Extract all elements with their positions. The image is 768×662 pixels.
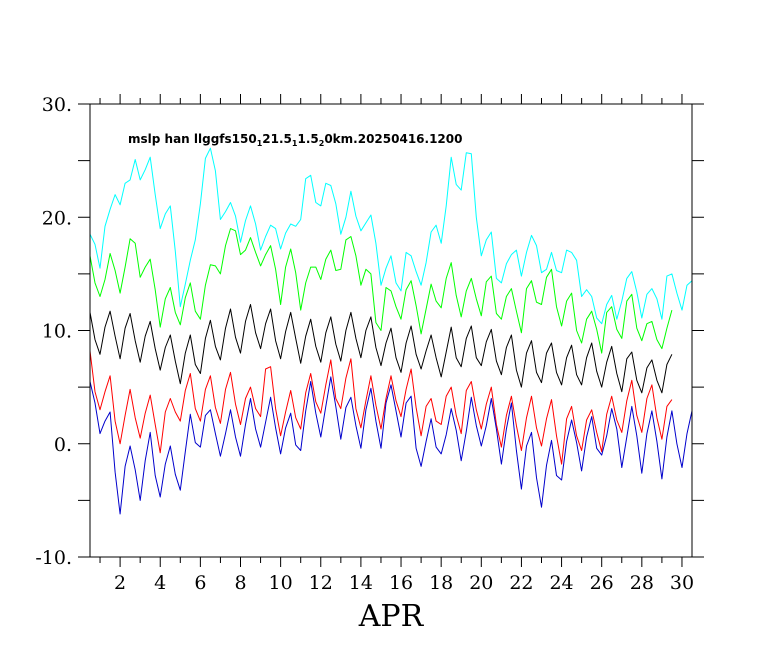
x-tick-label: 28 <box>630 572 654 594</box>
tick-layer: 2 4 6 8 10 12 14 16 18 20 22 24 26 28 30-10.0.10.20.30… <box>35 94 704 594</box>
y-tick-label: 30. <box>42 94 72 116</box>
x-axis-title: APR <box>358 599 425 634</box>
x-tick-label: 4 <box>154 572 166 594</box>
x-tick-label: 30 <box>670 572 694 594</box>
series-layer <box>89 147 693 515</box>
x-tick-label: 20 <box>469 572 493 594</box>
series-line-1 <box>89 147 693 325</box>
x-tick-label: 18 <box>429 572 453 594</box>
x-tick-label: 26 <box>590 572 614 594</box>
x-tick-label: 14 <box>349 572 373 594</box>
y-tick-label: -10. <box>35 547 72 569</box>
x-tick-label: 2 <box>114 572 126 594</box>
x-tick-label: 16 <box>389 572 413 594</box>
x-tick-label: 6 <box>194 572 206 594</box>
y-tick-label: 10. <box>42 321 72 343</box>
x-tick-label: 24 <box>549 572 573 594</box>
y-tick-label: 0. <box>54 434 72 456</box>
x-tick-label: 8 <box>234 572 246 594</box>
series-line-3 <box>89 304 673 394</box>
x-tick-label: 10 <box>269 572 293 594</box>
y-tick-label: 20. <box>42 207 72 229</box>
x-tick-label: 12 <box>309 572 333 594</box>
series-line-2 <box>89 228 673 354</box>
plot-title: mslp han llggfs150121.511.520km.20250416… <box>128 132 462 148</box>
x-tick-label: 22 <box>509 572 533 594</box>
series-line-4 <box>89 350 673 465</box>
series-line-5 <box>89 376 693 515</box>
